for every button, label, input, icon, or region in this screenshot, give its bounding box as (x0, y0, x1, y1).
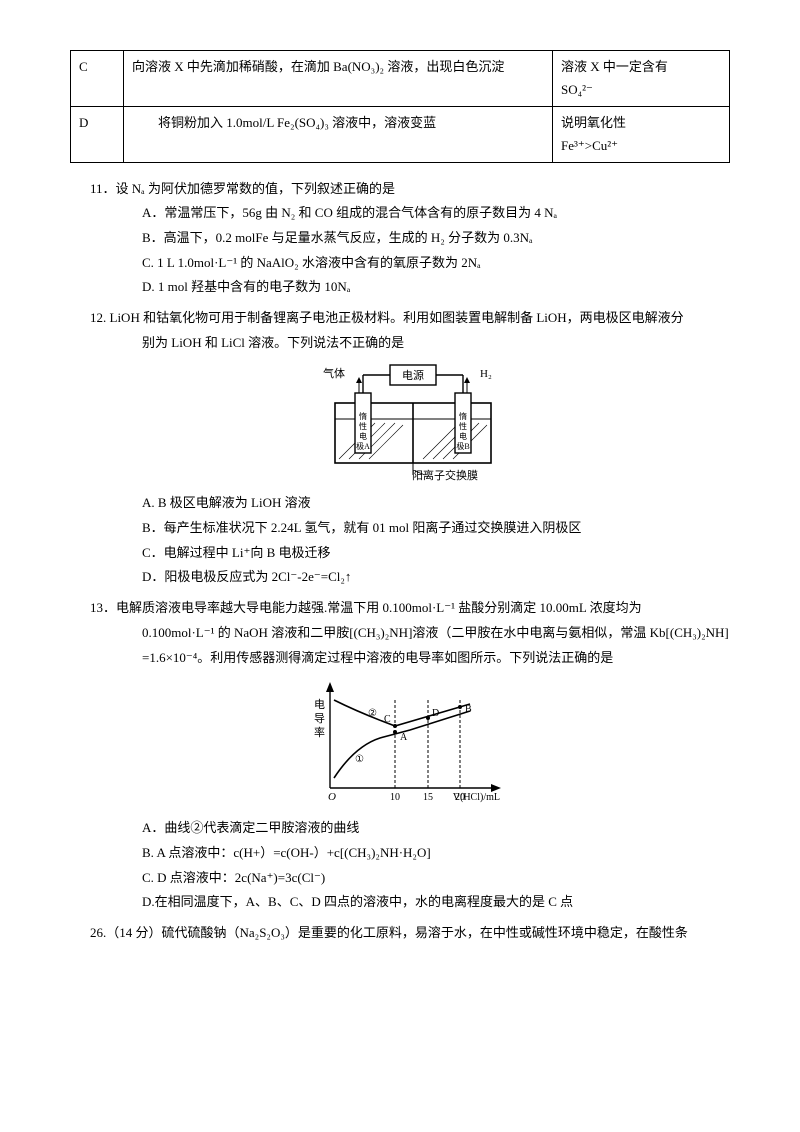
q13-option-a: A．曲线②代表滴定二甲胺溶液的曲线 (142, 816, 730, 841)
row-c-experiment: 向溶液 X 中先滴加稀硝酸，在滴加 Ba(NO₃)₂ 溶液，出现白色沉淀 (124, 51, 553, 107)
question-13: 13．电解质溶液电导率越大导电能力越强.常温下用 0.100mol·L⁻¹ 盐酸… (90, 596, 730, 915)
conclusion-line1: 溶液 X 中一定含有 (561, 55, 721, 78)
electrode-a-text-1: 惰 (359, 411, 367, 421)
power-label: 电源 (402, 368, 424, 382)
svg-text:极A: 极A (356, 441, 370, 451)
q13-option-b: B. A 点溶液中：c(H+）=c(OH-）+c[(CH₃)₂NH·H₂O] (142, 841, 730, 866)
row-c-conclusion: 溶液 X 中一定含有 SO₄²⁻ (553, 51, 730, 107)
point-d: D (432, 708, 439, 719)
q13-figure: 电 导 率 10 15 20 O V(HCl)/mL A C D B (90, 678, 730, 808)
svg-text:性: 性 (359, 421, 367, 431)
row-d-conclusion: 说明氧化性 Fe³⁺>Cu²⁺ (553, 106, 730, 162)
xlabel: V(HCl)/mL (453, 792, 500, 803)
curve-1-label: ① (355, 754, 364, 765)
gas-label-left: 气体 (323, 366, 345, 380)
point-c: C (384, 714, 391, 725)
q13-option-d: D.在相同温度下，A、B、C、D 四点的溶液中，水的电离程度最大的是 C 点 (142, 890, 730, 915)
q11-option-d: D. 1 mol 羟基中含有的电子数为 10Nₐ (142, 275, 730, 300)
q11-stem: 11．设 Nₐ 为阿伏加德罗常数的值，下列叙述正确的是 (90, 177, 730, 202)
membrane-label: 阳离子交换膜 (412, 468, 478, 482)
row-d-label: D (71, 106, 124, 162)
conclusion-line1: 说明氧化性 (561, 111, 721, 134)
experiment-table: C 向溶液 X 中先滴加稀硝酸，在滴加 Ba(NO₃)₂ 溶液，出现白色沉淀 溶… (70, 50, 730, 163)
q26-stem: 26.（14 分）硫代硫酸钠（Na₂S₂O₃）是重要的化工原料，易溶于水，在中性… (90, 921, 730, 946)
ylabel-2: 导 (314, 712, 325, 725)
q13-stem-line2: 0.100mol·L⁻¹ 的 NaOH 溶液和二甲胺[(CH₃)₂NH]溶液（二… (142, 621, 730, 646)
conclusion-line2: Fe³⁺>Cu²⁺ (561, 134, 721, 157)
q12-option-b: B．每产生标准状况下 2.24L 氢气，就有 01 mol 阳离子通过交换膜进入… (142, 516, 730, 541)
gas-label-right: H₂ (480, 368, 492, 380)
svg-text:O: O (328, 791, 336, 803)
table-row: C 向溶液 X 中先滴加稀硝酸，在滴加 Ba(NO₃)₂ 溶液，出现白色沉淀 溶… (71, 51, 730, 107)
point-b: B (465, 704, 472, 715)
q12-stem-line2: 别为 LiOH 和 LiCl 溶液。下列说法不正确的是 (142, 331, 730, 356)
row-c-label: C (71, 51, 124, 107)
q12-stem-line1: 12. LiOH 和钴氧化物可用于制备锂离子电池正极材料。利用如图装置电解制备 … (90, 306, 730, 331)
conclusion-line2: SO₄²⁻ (561, 78, 721, 101)
point-a: A (400, 732, 408, 743)
q11-option-c: C. 1 L 1.0mol·L⁻¹ 的 NaAlO₂ 水溶液中含有的氧原子数为 … (142, 251, 730, 276)
q11-option-a: A．常温常压下，56g 由 N₂ 和 CO 组成的混合气体含有的原子数目为 4 … (142, 201, 730, 226)
q12-option-d: D．阳极电极反应式为 2Cl⁻-2e⁻=Cl₂↑ (142, 565, 730, 590)
ylabel-1: 电 (314, 698, 325, 711)
table-row: D 将铜粉加入 1.0mol/L Fe₂(SO₄)₃ 溶液中，溶液变蓝 说明氧化… (71, 106, 730, 162)
q13-stem-line1: 13．电解质溶液电导率越大导电能力越强.常温下用 0.100mol·L⁻¹ 盐酸… (90, 596, 730, 621)
svg-text:惰: 惰 (459, 411, 467, 421)
conductivity-chart: 电 导 率 10 15 20 O V(HCl)/mL A C D B (300, 678, 520, 808)
xtick-15: 15 (423, 792, 433, 803)
q13-option-c: C. D 点溶液中：2c(Na⁺)=3c(Cl⁻) (142, 866, 730, 891)
ylabel-3: 率 (314, 725, 325, 739)
question-26: 26.（14 分）硫代硫酸钠（Na₂S₂O₃）是重要的化工原料，易溶于水，在中性… (90, 921, 730, 946)
q11-option-b: B．高温下，0.2 molFe 与足量水蒸气反应，生成的 H₂ 分子数为 0.3… (142, 226, 730, 251)
xtick-10: 10 (390, 792, 400, 803)
svg-text:电: 电 (359, 431, 367, 441)
row-d-experiment: 将铜粉加入 1.0mol/L Fe₂(SO₄)₃ 溶液中，溶液变蓝 (124, 106, 553, 162)
q13-stem-line3: =1.6×10⁻⁴。利用传感器测得滴定过程中溶液的电导率如图所示。下列说法正确的… (142, 646, 730, 671)
q12-option-a: A. B 极区电解液为 LiOH 溶液 (142, 491, 730, 516)
electrolysis-diagram: 电源 气体 H₂ 惰 性 电 极A (315, 363, 505, 483)
question-12: 12. LiOH 和钴氧化物可用于制备锂离子电池正极材料。利用如图装置电解制备 … (90, 306, 730, 590)
curve-2-label: ② (368, 708, 377, 719)
q12-figure: 电源 气体 H₂ 惰 性 电 极A (90, 363, 730, 483)
svg-text:极B: 极B (456, 441, 469, 451)
question-11: 11．设 Nₐ 为阿伏加德罗常数的值，下列叙述正确的是 A．常温常压下，56g … (90, 177, 730, 300)
svg-text:电: 电 (459, 431, 467, 441)
q12-option-c: C．电解过程中 Li⁺向 B 电极迁移 (142, 541, 730, 566)
svg-text:性: 性 (459, 421, 467, 431)
